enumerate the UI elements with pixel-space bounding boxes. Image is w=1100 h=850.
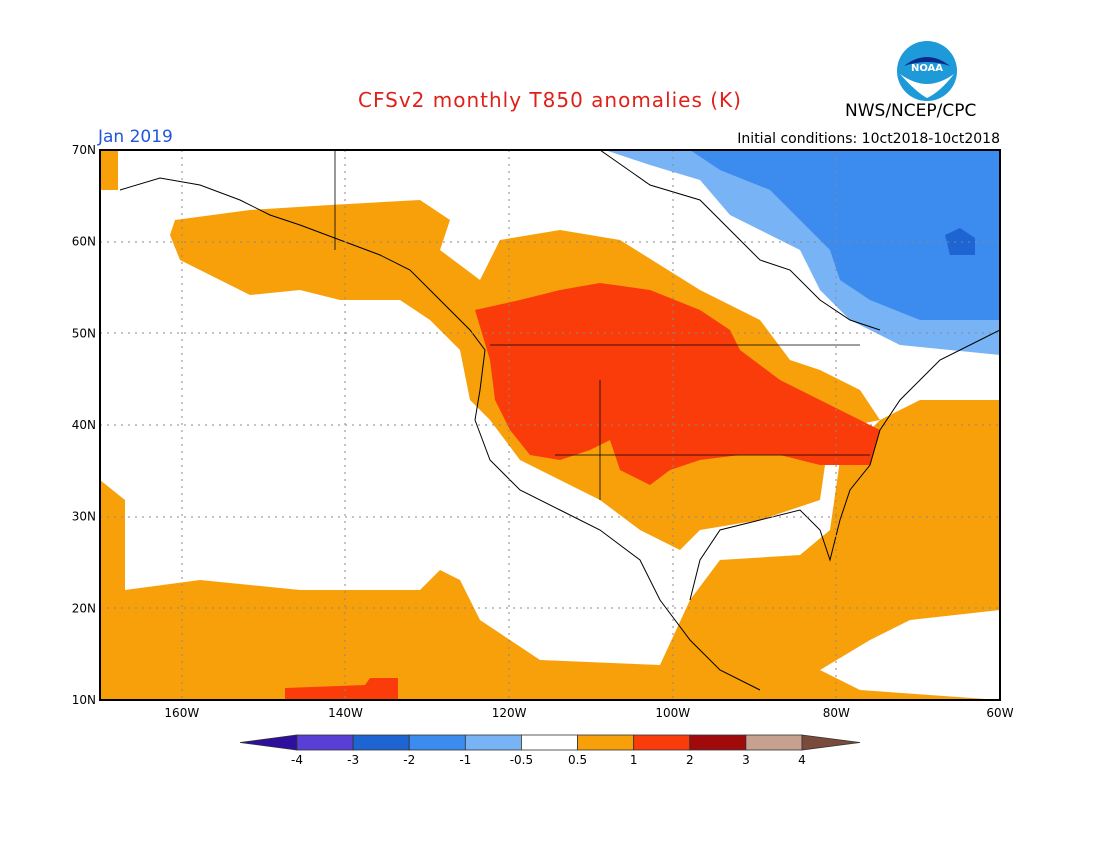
legend-label: 1 xyxy=(630,753,638,767)
legend-bin xyxy=(408,734,466,751)
coastline xyxy=(119,150,1000,691)
svg-text:NOAA: NOAA xyxy=(911,63,943,74)
anomaly-region-warm xyxy=(100,400,1000,700)
anomaly-region-warm xyxy=(100,150,118,190)
border-lines xyxy=(334,150,870,500)
legend-bin xyxy=(296,734,354,751)
lon-tick-label: 160W xyxy=(164,706,199,720)
legend-label: -2 xyxy=(403,753,415,767)
legend-label: 4 xyxy=(798,753,806,767)
legend-label: 3 xyxy=(742,753,750,767)
anomaly-region-cold xyxy=(690,150,1000,320)
legend-label: -4 xyxy=(291,753,303,767)
legend-bin xyxy=(577,734,635,751)
graticule xyxy=(100,150,1000,700)
lat-tick-label: 20N xyxy=(72,601,96,615)
lat-tick-label: 60N xyxy=(72,235,96,249)
anomaly-region-strong-warm xyxy=(285,678,398,700)
lat-tick-labels: 70N 60N 50N 40N 30N 20N 10N xyxy=(72,143,96,707)
legend-label: -1 xyxy=(459,753,471,767)
lat-tick-label: 70N xyxy=(72,143,96,157)
noaa-logo: NOAA xyxy=(897,41,957,101)
forecast-month: Jan 2019 xyxy=(98,127,173,147)
anomaly-region-cold xyxy=(945,228,975,255)
legend-bin xyxy=(633,734,691,751)
legend-label: -0.5 xyxy=(510,753,533,767)
legend-bin xyxy=(239,734,298,751)
legend-bin xyxy=(352,734,410,751)
lon-tick-label: 80W xyxy=(823,706,850,720)
legend-bin xyxy=(745,734,803,751)
legend-bin xyxy=(801,734,861,751)
legend-label: -3 xyxy=(347,753,359,767)
lon-tick-label: 100W xyxy=(655,706,690,720)
legend-bin xyxy=(689,734,747,751)
legend-bin xyxy=(464,734,522,751)
lon-tick-label: 140W xyxy=(328,706,363,720)
lon-tick-label: 60W xyxy=(986,706,1013,720)
legend-label: 2 xyxy=(686,753,694,767)
lat-tick-label: 40N xyxy=(72,418,96,432)
agency-label: NWS/NCEP/CPC xyxy=(845,101,977,121)
lat-tick-label: 50N xyxy=(72,326,96,340)
lat-tick-label: 30N xyxy=(72,510,96,524)
lon-tick-labels: 160W 140W 120W 100W 80W 60W xyxy=(164,706,1013,720)
legend-label: 0.5 xyxy=(568,753,587,767)
legend-bin xyxy=(521,734,578,751)
lon-tick-label: 120W xyxy=(492,706,527,720)
initial-conditions: Initial conditions: 10ct2018-10ct2018 xyxy=(737,131,1000,147)
chart-title: CFSv2 monthly T850 anomalies (K) xyxy=(358,88,742,112)
map-frame xyxy=(99,149,1001,701)
lat-tick-label: 10N xyxy=(72,693,96,707)
